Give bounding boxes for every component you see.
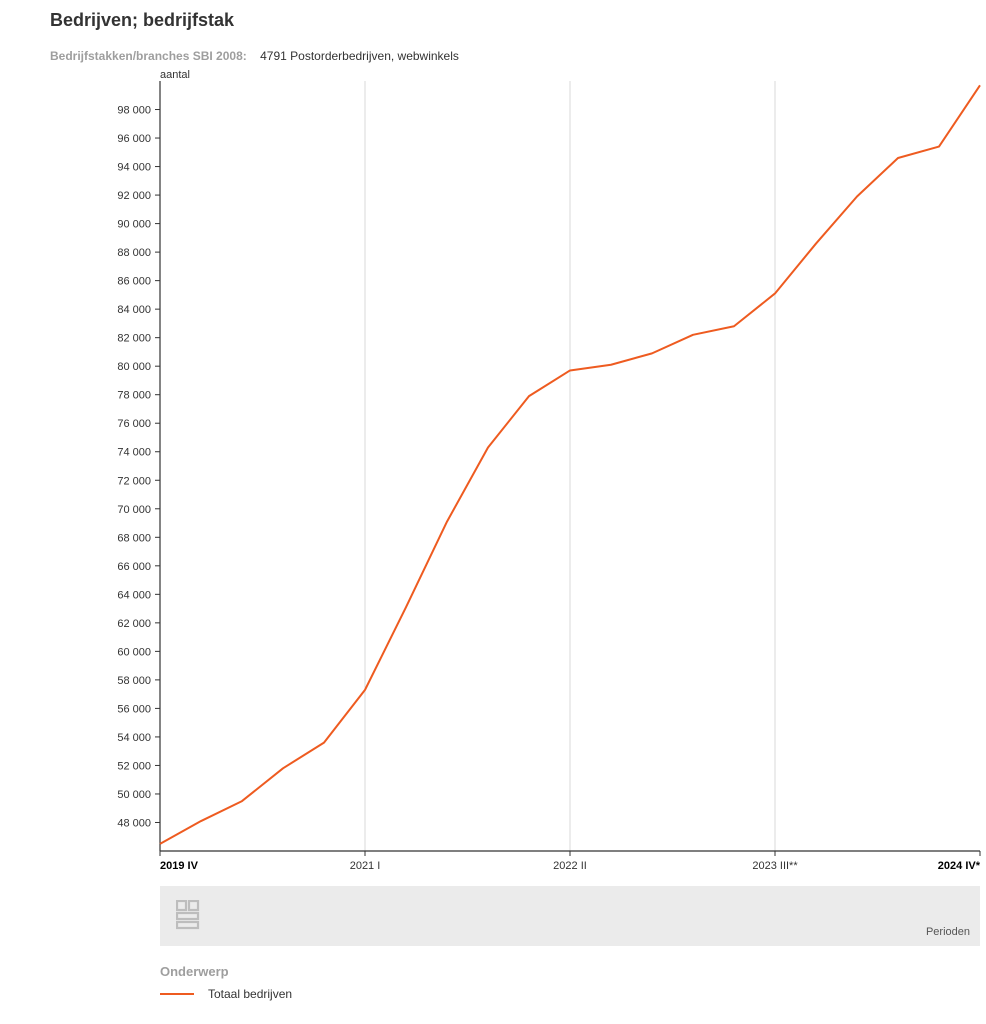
svg-text:96 000: 96 000 — [117, 133, 151, 145]
svg-text:76 000: 76 000 — [117, 418, 151, 430]
svg-text:48 000: 48 000 — [117, 817, 151, 829]
legend-item: Totaal bedrijven — [160, 987, 986, 1001]
legend-label: Totaal bedrijven — [208, 987, 292, 1001]
svg-text:68 000: 68 000 — [117, 532, 151, 544]
chart: 48 000 50 000 52 000 54 000 56 000 58 000 60 0… — [50, 81, 986, 886]
svg-text:2019 IV: 2019 IV — [160, 860, 199, 872]
svg-text:78 000: 78 000 — [117, 390, 151, 402]
page-title: Bedrijven; bedrijfstak — [50, 10, 986, 31]
legend-title: Onderwerp — [160, 964, 986, 979]
subheading-value: 4791 Postorderbedrijven, webwinkels — [260, 49, 459, 63]
svg-text:56 000: 56 000 — [117, 703, 151, 715]
svg-text:98 000: 98 000 — [117, 105, 151, 117]
svg-text:58 000: 58 000 — [117, 675, 151, 687]
svg-text:70 000: 70 000 — [117, 504, 151, 516]
chart-footer-strip: Perioden — [160, 886, 980, 946]
x-axis-title: Perioden — [926, 926, 970, 938]
svg-text:94 000: 94 000 — [117, 162, 151, 174]
svg-text:52 000: 52 000 — [117, 760, 151, 772]
svg-text:2023 III**: 2023 III** — [752, 860, 798, 872]
svg-text:88 000: 88 000 — [117, 247, 151, 259]
svg-text:92 000: 92 000 — [117, 190, 151, 202]
svg-text:50 000: 50 000 — [117, 789, 151, 801]
svg-text:62 000: 62 000 — [117, 618, 151, 630]
svg-text:82 000: 82 000 — [117, 333, 151, 345]
subheading-label: Bedrijfstakken/branches SBI 2008: — [50, 49, 247, 63]
svg-text:66 000: 66 000 — [117, 561, 151, 573]
svg-text:2024 IV*: 2024 IV* — [938, 860, 981, 872]
y-axis-title: aantal — [160, 69, 986, 81]
svg-text:80 000: 80 000 — [117, 361, 151, 373]
subheading: Bedrijfstakken/branches SBI 2008: 4791 P… — [50, 49, 986, 63]
svg-text:72 000: 72 000 — [117, 475, 151, 487]
svg-text:60 000: 60 000 — [117, 646, 151, 658]
svg-text:2022 II: 2022 II — [553, 860, 587, 872]
svg-text:86 000: 86 000 — [117, 276, 151, 288]
cbs-logo-icon — [176, 900, 202, 935]
chart-svg: 48 000 50 000 52 000 54 000 56 000 58 000 60 0… — [50, 81, 986, 881]
svg-text:90 000: 90 000 — [117, 219, 151, 231]
svg-text:84 000: 84 000 — [117, 304, 151, 316]
svg-text:54 000: 54 000 — [117, 732, 151, 744]
legend-swatch — [160, 993, 194, 995]
svg-text:74 000: 74 000 — [117, 447, 151, 459]
svg-text:2021 I: 2021 I — [350, 860, 381, 872]
legend: Onderwerp Totaal bedrijven — [160, 964, 986, 1001]
svg-text:64 000: 64 000 — [117, 589, 151, 601]
